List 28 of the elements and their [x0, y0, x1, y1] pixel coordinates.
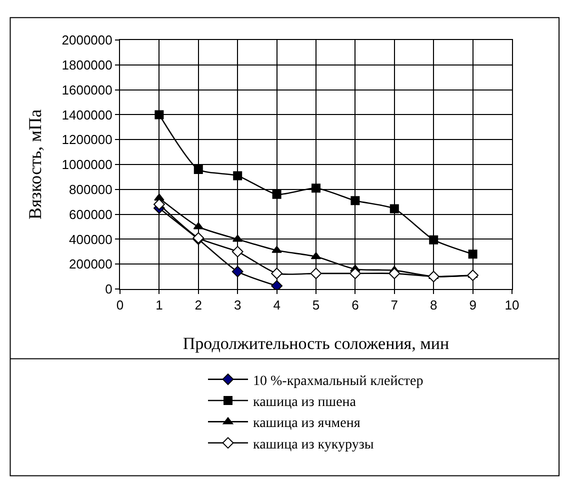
x-tick-label: 7	[390, 298, 398, 313]
x-tick-label: 4	[273, 298, 280, 313]
y-tick-label: 200000	[69, 256, 112, 272]
y-tick-label: 1800000	[62, 57, 112, 72]
x-tick-label: 0	[116, 298, 124, 313]
x-tick-label: 2	[194, 298, 202, 313]
x-tick-label: 8	[430, 298, 438, 313]
y-tick-label: 2000000	[62, 32, 112, 48]
legend-label: кашица из пшена	[253, 394, 357, 410]
x-tick-label: 3	[234, 298, 242, 313]
y-axis-title: Вязкость, мПа	[24, 109, 45, 220]
x-axis-title: Продолжительность соложения, мин	[182, 334, 450, 353]
legend-label: кашица из ячменя	[253, 416, 361, 432]
y-tick-label: 1000000	[62, 157, 112, 172]
x-tick-label: 10	[504, 298, 520, 313]
legend-label: кашица из кукурузы	[253, 437, 374, 452]
x-tick-label: 6	[352, 298, 359, 313]
x-tick-label: 5	[312, 298, 320, 313]
y-tick-label: 600000	[69, 206, 112, 222]
y-tick-label: 1600000	[62, 82, 112, 98]
y-tick-label: 800000	[69, 182, 112, 197]
y-tick-label: 0	[105, 282, 112, 297]
y-tick-label: 1400000	[62, 107, 112, 122]
x-tick-label: 1	[156, 298, 163, 313]
x-tick-label: 9	[469, 298, 476, 313]
y-tick-label: 400000	[69, 232, 112, 247]
y-tick-label: 1200000	[62, 132, 112, 148]
legend-label: 10 %-крахмальный клейстер	[253, 374, 424, 389]
